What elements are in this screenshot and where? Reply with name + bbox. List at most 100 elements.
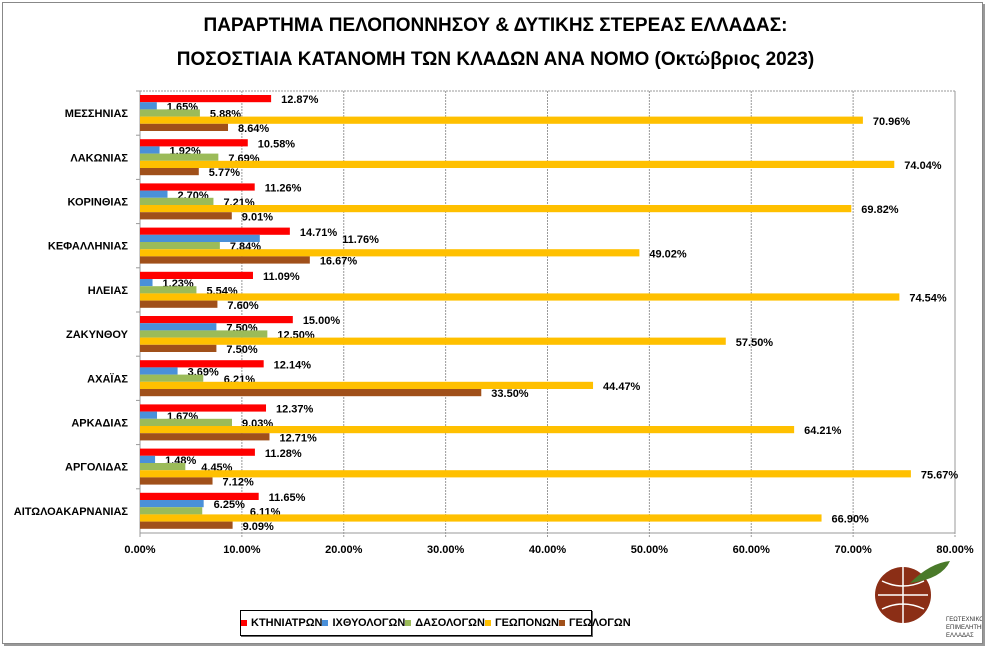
chart-title-line-1: ΠΑΡΑΡΤΗΜΑ ΠΕΛΟΠΟΝΝΗΣΟΥ & ΔΥΤΙΚΗΣ ΣΤΕΡΕΑΣ… xyxy=(203,15,788,36)
bar xyxy=(140,470,911,478)
category-label: ΛΑΚΩΝΙΑΣ xyxy=(70,152,128,164)
chart-title-line-2: ΠΟΣΟΣΤΙΑΙΑ ΚΑΤΑΝΟΜΗ ΤΩΝ ΚΛΑΔΩΝ ΑΝΑ ΝΟΜΟ … xyxy=(176,49,815,70)
data-label: 15.00% xyxy=(303,315,341,327)
legend-item: ΓΕΩΛΟΓΩΝ xyxy=(558,617,631,629)
bar xyxy=(140,360,264,368)
data-label: 12.87% xyxy=(281,94,319,106)
data-label: 7.12% xyxy=(223,477,254,489)
data-label: 33.50% xyxy=(491,388,529,400)
legend-label: ΓΕΩΠΟΝΩΝ xyxy=(494,617,559,629)
category-label: ΖΑΚΥΝΘΟΥ xyxy=(66,329,129,341)
legend-item: ΔΑΣΟΛΟΓΩΝ xyxy=(405,617,485,629)
bar xyxy=(140,190,168,198)
bar xyxy=(140,521,233,529)
x-tick-label: 70.00% xyxy=(834,544,872,556)
bar xyxy=(140,102,157,110)
data-label: 12.71% xyxy=(279,432,317,444)
bar xyxy=(140,330,268,338)
data-label: 12.37% xyxy=(276,404,314,416)
data-label: 5.77% xyxy=(209,167,240,179)
data-label: 74.04% xyxy=(904,160,942,172)
bar xyxy=(140,448,255,456)
bar xyxy=(140,160,895,168)
bar xyxy=(140,139,248,147)
legend-swatch xyxy=(405,620,412,626)
legend-label: ΚΤΗΝΙΑΤΡΩΝ xyxy=(251,617,323,629)
data-label: 66.90% xyxy=(832,514,870,526)
data-label: 9.09% xyxy=(243,521,274,533)
x-tick-label: 30.00% xyxy=(427,544,465,556)
bar xyxy=(140,500,204,508)
bar xyxy=(140,492,259,500)
bar xyxy=(140,153,219,161)
bar xyxy=(140,279,153,287)
svg-text:ΓΕΩΤΕΧΝΙΚΟ: ΓΕΩΤΕΧΝΙΚΟ xyxy=(946,617,983,623)
bar xyxy=(140,381,594,389)
data-label: 6.25% xyxy=(214,499,245,511)
bar xyxy=(140,293,900,301)
bar xyxy=(140,463,186,471)
data-label: 11.76% xyxy=(342,234,379,246)
data-label: 75.67% xyxy=(921,469,959,481)
bar xyxy=(140,389,482,397)
data-label: 70.96% xyxy=(873,116,911,128)
bar xyxy=(140,455,156,463)
data-label: 64.21% xyxy=(804,425,842,437)
x-tick-label: 10.00% xyxy=(223,544,261,556)
bar xyxy=(140,95,272,103)
data-label: 10.58% xyxy=(258,138,296,150)
bar xyxy=(140,323,217,331)
bar xyxy=(140,433,270,441)
category-label: ΚΕΦΑΛΛΗΝΙΑΣ xyxy=(48,241,129,253)
bar xyxy=(140,514,822,522)
data-label: 11.65% xyxy=(269,492,306,504)
bar xyxy=(140,367,178,375)
data-label: 57.50% xyxy=(736,337,774,349)
bar xyxy=(140,205,852,213)
bar xyxy=(140,477,213,485)
legend-swatch xyxy=(484,620,491,626)
bar xyxy=(140,168,199,176)
data-label: 16.67% xyxy=(320,256,358,268)
bar-chart: 0.00% 10.00% 20.00% 30.00% 40.00% 50.00% 60.00… xyxy=(14,90,974,556)
legend: ΚΤΗΝΙΑΤΡΩΝ ΙΧΘΥΟΛΟΓΩΝ ΔΑΣΟΛΟΓΩΝ ΓΕΩΠΟΝΩΝ ΓΕΩ… xyxy=(240,610,631,636)
bar xyxy=(140,242,220,250)
category-label: ΑΡΓΟΛΙΔΑΣ xyxy=(65,462,128,474)
legend-label: ΙΧΘΥΟΛΟΓΩΝ xyxy=(332,617,406,629)
category-label: ΗΛΕΙΑΣ xyxy=(88,285,129,297)
bar xyxy=(140,344,217,352)
data-label: 11.26% xyxy=(265,183,302,195)
x-tick-label: 40.00% xyxy=(529,544,567,556)
data-label: 69.82% xyxy=(861,204,899,216)
category-label: ΚΟΡΙΝΘΙΑΣ xyxy=(68,197,129,209)
legend-swatch xyxy=(322,620,329,626)
legend-label: ΓΕΩΛΟΓΩΝ xyxy=(568,617,631,629)
bar xyxy=(140,234,260,242)
bar xyxy=(140,197,214,205)
bar xyxy=(140,146,160,154)
legend-swatch xyxy=(241,620,247,626)
organization-logo: ΓΕΩΤΕΧΝΙΚΟ ΕΠΙΜΕΛΗΤΗΡΙΟ ΕΛΛΑΔΑΣ xyxy=(875,561,983,639)
legend-item: ΚΤΗΝΙΑΤΡΩΝ xyxy=(241,617,322,629)
bar xyxy=(140,316,293,324)
data-label: 11.28% xyxy=(265,448,302,460)
bar xyxy=(140,271,253,279)
svg-text:ΕΛΛΑΔΑΣ: ΕΛΛΑΔΑΣ xyxy=(946,633,974,639)
legend-item: ΙΧΘΥΟΛΟΓΩΝ xyxy=(322,617,405,629)
category-label: ΑΧΑΪΑΣ xyxy=(87,372,128,385)
data-label: 7.60% xyxy=(227,300,258,312)
svg-text:ΕΠΙΜΕΛΗΤΗΡΙΟ: ΕΠΙΜΕΛΗΤΗΡΙΟ xyxy=(946,625,983,631)
bar xyxy=(140,374,204,382)
data-label: 9.01% xyxy=(242,211,273,223)
bar xyxy=(140,337,726,345)
data-label: 44.47% xyxy=(603,381,641,393)
bar xyxy=(140,256,310,264)
bar xyxy=(140,116,863,124)
x-tick-label: 0.00% xyxy=(124,544,155,556)
bar xyxy=(140,183,255,191)
bar xyxy=(140,286,197,294)
bar xyxy=(140,300,218,308)
bar xyxy=(140,123,229,131)
data-label: 14.71% xyxy=(300,227,338,239)
